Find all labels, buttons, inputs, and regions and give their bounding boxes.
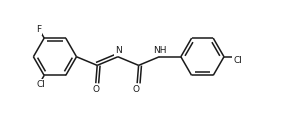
Text: Cl: Cl xyxy=(234,56,243,65)
Text: N: N xyxy=(115,46,122,55)
Text: F: F xyxy=(36,25,41,34)
Text: O: O xyxy=(92,85,99,94)
Text: O: O xyxy=(132,85,139,94)
Text: Cl: Cl xyxy=(37,80,45,89)
Text: NH: NH xyxy=(153,46,167,55)
